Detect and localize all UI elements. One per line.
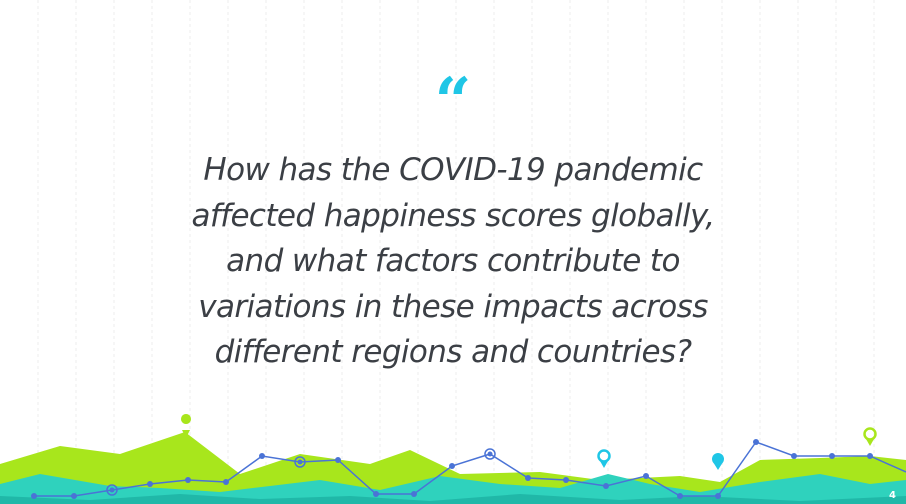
quote-line: different regions and countries? [214, 334, 692, 370]
location-pin-icon [597, 449, 611, 468]
quote-text: How has the COVID-19 pandemic affected h… [60, 148, 846, 376]
quote-line: affected happiness scores globally, [191, 197, 715, 234]
location-pin-icon [863, 427, 877, 446]
decorative-mountain-chart [0, 414, 906, 504]
decorative-line [34, 441, 906, 497]
quote-line: and what factors contribute to [226, 243, 680, 279]
page-number: 4 [889, 490, 896, 501]
location-pin-icon [181, 414, 192, 438]
location-pin-icon [712, 453, 724, 470]
quote-line: How has the COVID-19 pandemic [203, 152, 703, 188]
quote-mark-icon: “ [434, 64, 472, 139]
deep-teal-hills [0, 494, 906, 504]
lime-hills [0, 432, 906, 504]
quote-line: variations in these impacts across [198, 288, 708, 325]
